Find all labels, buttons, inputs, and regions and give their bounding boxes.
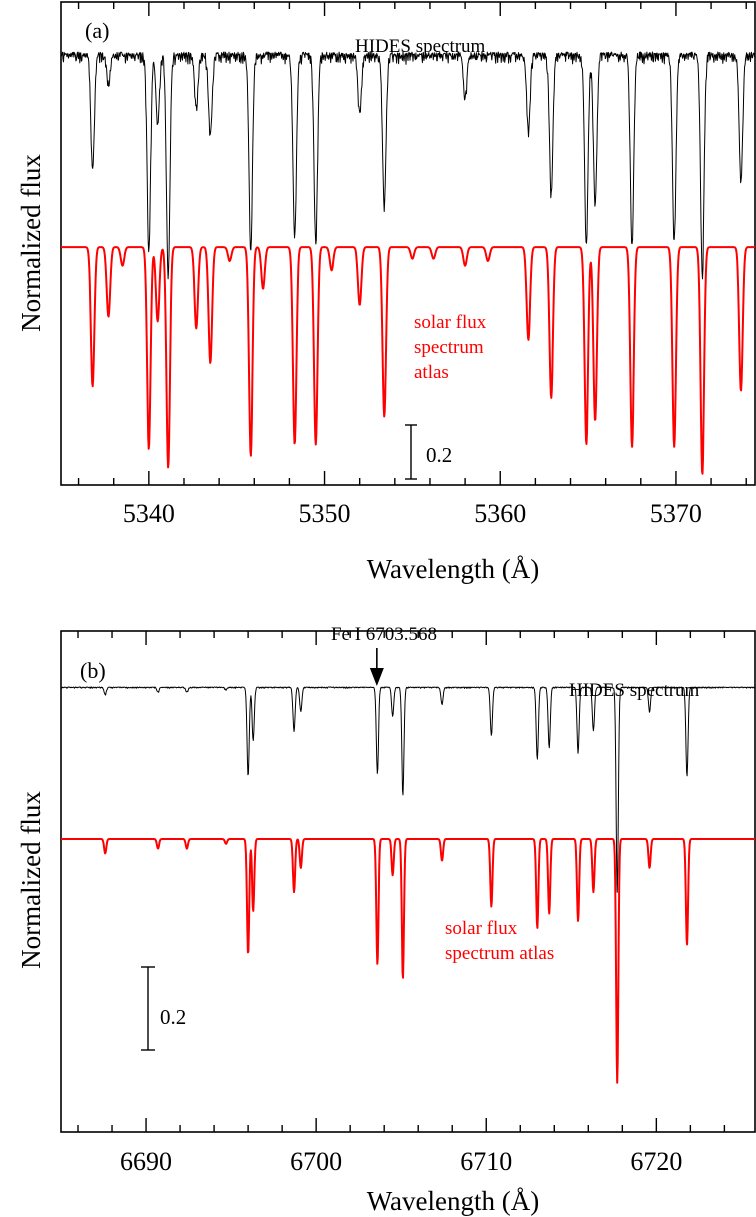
solar-label-b-line2: spectrum atlas [445,943,554,964]
y-axis-label-a: Normalized flux [16,154,46,332]
ticks-a [77,2,747,485]
series-line-hides [60,51,756,280]
solar-label-a-line3: atlas [414,362,449,383]
y-axis-label-b: Normalized flux [16,791,46,969]
ticks-b [77,631,726,1132]
panel-label-b: (b) [80,658,106,683]
x-tick-label: 5350 [299,499,351,528]
arrow-head [369,668,384,686]
panel-label-a: (a) [85,18,109,43]
scale-bar-b [141,966,155,1051]
x-tick-label: 6700 [290,1147,342,1176]
hides-label-a: HIDES spectrum [355,36,486,57]
solar-label-b-line1: solar flux [445,918,518,939]
spectra-a [60,51,756,475]
plot-frame-a [60,1,756,486]
fe-line-arrow [369,648,384,686]
hides-label-b: HIDES spectrum [569,680,700,701]
x-tick-labels-b: 6690 6700 6710 6720 [120,1147,682,1176]
spectra-b [60,686,756,1084]
x-tick-label: 5340 [123,499,175,528]
x-tick-label: 6690 [120,1147,172,1176]
series-line-solar-atlas [60,246,756,475]
x-tick-labels-a: 5340 5350 5360 5370 [123,499,702,528]
solar-label-a-line1: solar flux [414,312,487,333]
panel-b: (b) Fe I 6703.568 HIDES spectrum solar f… [16,624,756,1216]
scale-bar-a [405,424,417,480]
scale-bar-label-b: 0.2 [160,1005,186,1029]
plot-frame-b [60,630,756,1133]
panel-a: (a) HIDES spectrum solar flux spectrum a… [16,1,756,584]
series-line-hides [60,686,756,893]
x-tick-label: 6710 [460,1147,512,1176]
scale-bar-label-a: 0.2 [426,443,452,467]
x-axis-label-b: Wavelength (Å) [367,1186,540,1216]
fe-line-label: Fe I 6703.568 [331,624,437,645]
x-tick-label: 6720 [630,1147,682,1176]
solar-label-a-line2: spectrum [414,337,484,358]
series-line-solar-atlas [60,838,756,1084]
x-tick-label: 5370 [650,499,702,528]
x-axis-label-a: Wavelength (Å) [367,554,540,584]
x-tick-label: 5360 [474,499,526,528]
